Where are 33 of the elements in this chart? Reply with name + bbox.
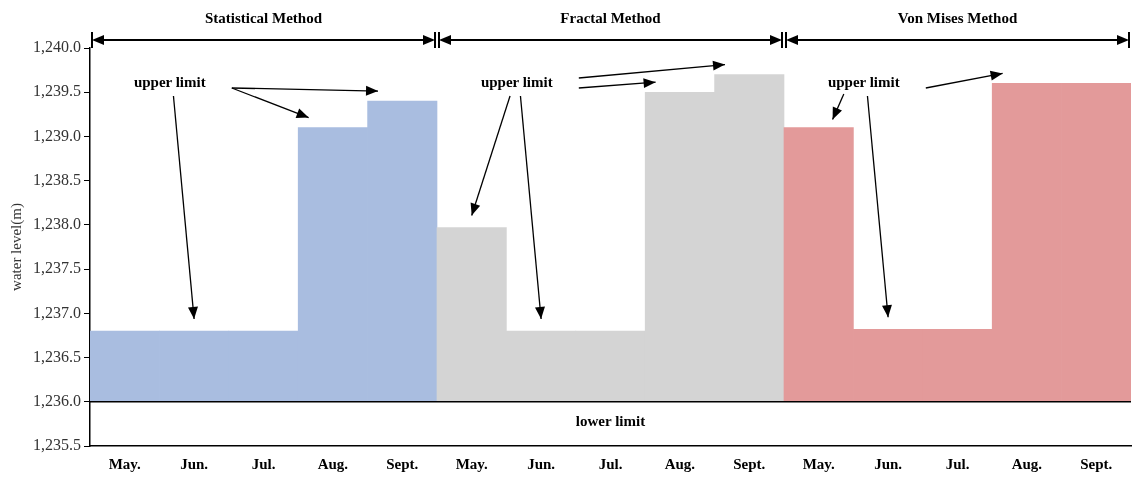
y-tick-label: 1,239.0 — [33, 126, 81, 144]
text: Fractal Method — [560, 9, 661, 27]
y-tick-label: 1,236.5 — [33, 347, 81, 365]
x-tick-label: Jun. — [874, 455, 903, 472]
x-tick-label: Sept. — [1080, 455, 1113, 472]
text: Statistical Method — [204, 9, 323, 27]
y-tick-label: 1,238.5 — [33, 170, 81, 188]
y-tick-label: 1,237.0 — [33, 303, 81, 321]
x-tick-label: Jul. — [945, 455, 970, 472]
x-tick-label: Jun. — [527, 455, 556, 472]
annotation: upper limit — [480, 73, 553, 91]
y-tick-label: 1,240.0 — [33, 38, 81, 56]
text: Von Mises Method — [897, 9, 1018, 27]
x-tick-label: Aug. — [317, 455, 349, 472]
y-tick-label: 1,236.0 — [33, 391, 81, 409]
y-tick-label: 1,238.0 — [33, 215, 81, 233]
y-tick-label: 1,239.5 — [33, 82, 81, 100]
x-tick-label: May. — [802, 455, 835, 472]
x-tick-label: Jun. — [180, 455, 209, 472]
y-tick-label: 1,235.5 — [33, 436, 81, 454]
annotation: upper limit — [133, 73, 206, 91]
y-axis-title: water level(m) — [7, 203, 25, 291]
x-tick-label: Jul. — [598, 455, 623, 472]
x-tick-label: Sept. — [733, 455, 766, 472]
ref-line-label: lower limit — [575, 412, 646, 429]
x-tick-label: May. — [455, 455, 488, 472]
annotation: upper limit — [827, 73, 900, 91]
x-tick-label: May. — [108, 455, 141, 472]
x-tick-label: Sept. — [386, 455, 419, 472]
x-tick-label: Aug. — [1011, 455, 1043, 472]
x-tick-label: Jul. — [251, 455, 276, 472]
y-tick-label: 1,237.5 — [33, 259, 81, 277]
x-tick-label: Aug. — [664, 455, 696, 472]
